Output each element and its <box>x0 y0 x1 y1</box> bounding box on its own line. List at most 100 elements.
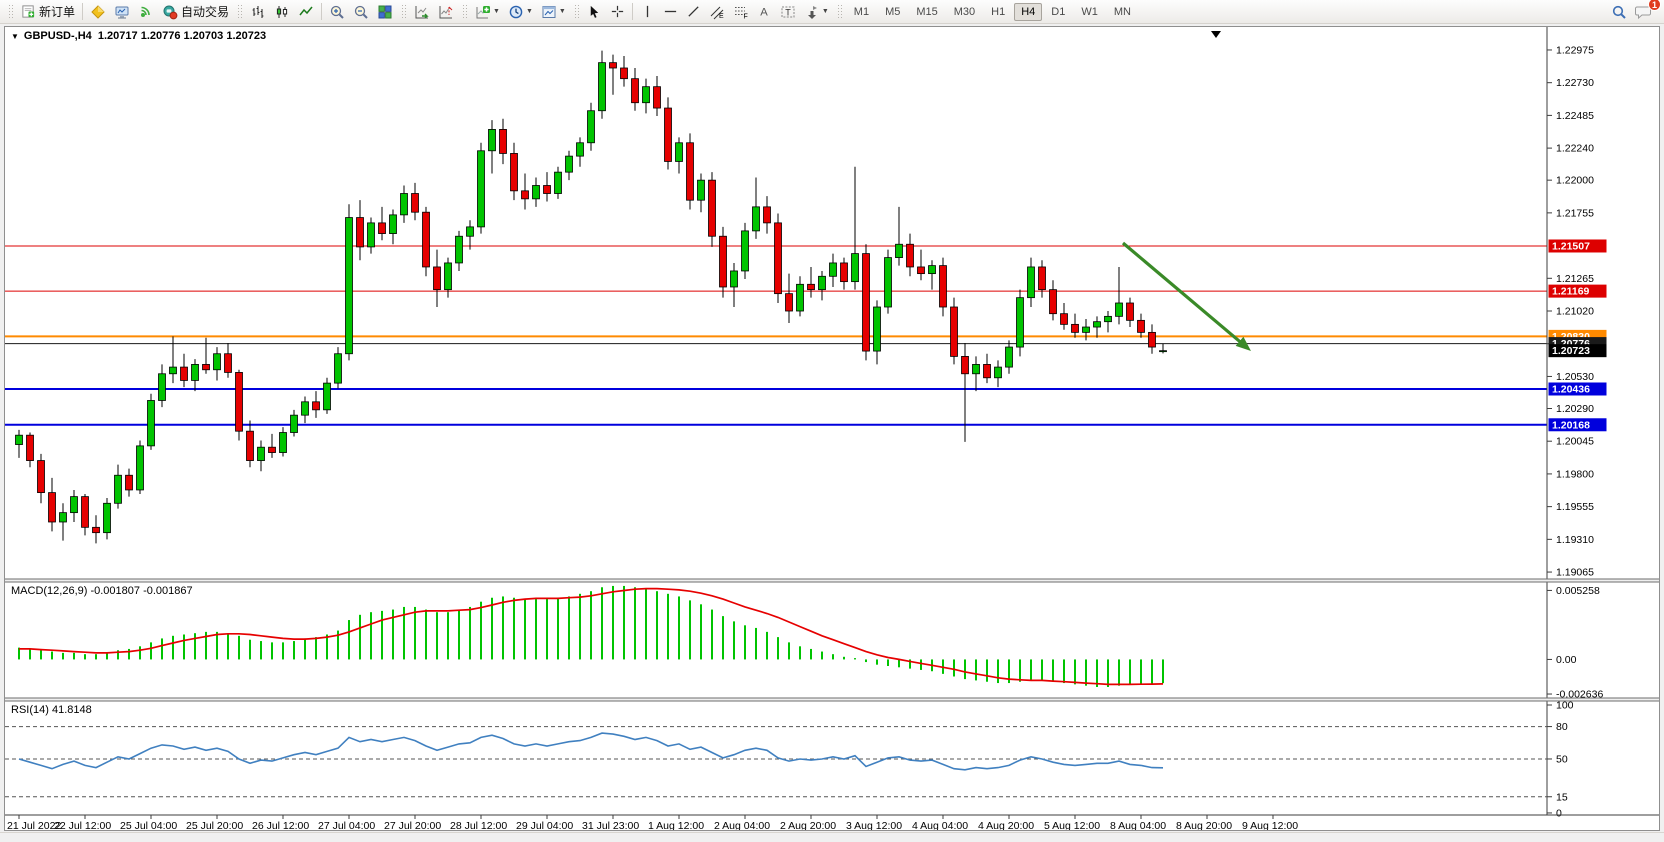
chart-shift-marker[interactable] <box>1211 31 1221 38</box>
arrow-shaft[interactable] <box>1121 241 1245 346</box>
fibonacci-button[interactable]: F <box>729 1 753 22</box>
bar-chart-icon <box>250 4 266 20</box>
crosshair-button[interactable] <box>606 1 629 22</box>
timeframe-m15-button[interactable]: M15 <box>916 5 938 18</box>
toolbar-grip[interactable] <box>573 3 579 20</box>
candle-body <box>235 372 243 432</box>
candle-body <box>785 293 793 312</box>
macd-histogram-bar <box>590 591 592 660</box>
text-button[interactable]: A <box>753 1 776 22</box>
auto-scroll-button[interactable] <box>410 1 434 22</box>
macd-histogram-bar <box>18 647 20 660</box>
pane-splitter[interactable] <box>5 698 1659 701</box>
line-chart-button[interactable] <box>294 1 318 22</box>
candle-body <box>257 446 265 461</box>
toolbar-separator <box>321 3 323 20</box>
candlestick-chart-button[interactable] <box>270 1 294 22</box>
arrow-head[interactable] <box>1235 336 1251 351</box>
macd-histogram-bar <box>854 658 856 660</box>
auto-trading-button[interactable]: 自动交易 <box>158 1 233 22</box>
timeframe-m1-button[interactable]: M1 <box>853 5 870 18</box>
macd-histogram-bar <box>502 596 504 660</box>
chart-canvas[interactable]: 1.22975 1.22730 1.22485 1.22240 1.22000 1.217… <box>5 27 1659 830</box>
indicators-button[interactable]: ▼ <box>471 1 504 22</box>
candle-body <box>873 306 881 352</box>
candle-body <box>147 400 155 447</box>
toolbar-grip[interactable] <box>8 3 13 20</box>
arrows-button[interactable]: ▼ <box>800 1 833 22</box>
macd-histogram-bar <box>1107 659 1109 687</box>
timeframe-h4-button[interactable]: H4 <box>1014 2 1043 21</box>
macd-histogram-bar <box>656 591 658 660</box>
timeframe-m5-button[interactable]: M5 <box>885 5 901 18</box>
macd-histogram-bar <box>260 641 262 660</box>
timeframe-h1-button[interactable]: H1 <box>991 5 1006 18</box>
horizontal-line-button[interactable] <box>659 1 682 22</box>
chart-window[interactable]: 1.22975 1.22730 1.22485 1.22240 1.22000 1.217… <box>4 26 1660 831</box>
chart-shift-button[interactable] <box>434 1 458 22</box>
timeframe-mn-button[interactable]: MN <box>1113 5 1131 18</box>
candle-body <box>345 217 353 355</box>
candle-body <box>246 430 254 461</box>
macd-histogram-bar <box>1085 659 1087 686</box>
macd-histogram-bar <box>216 631 218 660</box>
arrow-annotation[interactable] <box>1121 241 1251 351</box>
svg-text:E: E <box>719 13 724 20</box>
candle-body <box>136 445 144 491</box>
periods-button[interactable]: ▼ <box>504 1 537 22</box>
signal-button[interactable] <box>134 1 158 22</box>
macd-histogram-bar <box>1063 659 1065 684</box>
pane-splitter[interactable] <box>5 579 1659 582</box>
timeframe-m30-button[interactable]: M30 <box>953 5 976 18</box>
new-order-button[interactable]: 新订单 <box>17 1 79 22</box>
toolbar-grip[interactable] <box>836 3 842 20</box>
tile-windows-button[interactable] <box>373 1 397 22</box>
candle-body <box>851 253 859 283</box>
candle-body <box>1115 302 1123 317</box>
crosshair-icon <box>610 4 625 19</box>
candle-body <box>708 179 716 237</box>
candle-body <box>224 353 232 373</box>
timeframe-d1-button[interactable]: D1 <box>1051 5 1066 18</box>
equidistant-channel-button[interactable]: E <box>705 1 729 22</box>
candle-body <box>356 217 364 248</box>
timeframe-w1-button[interactable]: W1 <box>1081 5 1098 18</box>
bar-chart-button[interactable] <box>246 1 270 22</box>
candle-body <box>697 179 705 201</box>
vertical-line-button[interactable] <box>636 1 659 22</box>
price-line-label-text: 1.21169 <box>1552 286 1590 298</box>
chevron-down-icon: ▼ <box>821 8 829 15</box>
candle-body <box>400 193 408 216</box>
toolbar-grip[interactable] <box>462 3 468 20</box>
metaeditor-button[interactable] <box>86 1 110 22</box>
candle-body <box>620 67 628 80</box>
macd-histogram-bar <box>799 646 801 660</box>
svg-text:A: A <box>760 7 768 19</box>
macd-histogram-bar <box>183 634 185 660</box>
trendline-button[interactable] <box>682 1 705 22</box>
toolbar-grip[interactable] <box>401 3 407 20</box>
search-button[interactable] <box>1607 1 1631 22</box>
terminal-button[interactable] <box>110 1 134 22</box>
macd-histogram-bar <box>337 630 339 660</box>
macd-histogram-bar <box>1151 659 1153 684</box>
macd-histogram-bar <box>975 659 977 681</box>
candle-body <box>1005 346 1013 368</box>
text-label-button[interactable]: T <box>776 1 800 22</box>
candle-body <box>829 262 837 277</box>
chart-expand-icon[interactable]: ▼ <box>11 31 19 41</box>
candle-body <box>796 283 804 312</box>
vertical-line-icon <box>640 4 655 19</box>
price-axis[interactable]: 1.22975 1.22730 1.22485 1.22240 1.22000 1.217… <box>1546 27 1607 815</box>
candle-body <box>895 243 903 259</box>
macd-histogram-bar <box>601 587 603 660</box>
candle-body <box>433 266 441 291</box>
cursor-button[interactable] <box>583 1 606 22</box>
chat-button[interactable]: 1 <box>1631 0 1661 22</box>
templates-button[interactable]: ▼ <box>537 1 570 22</box>
zoom-out-button[interactable] <box>349 1 373 22</box>
zoom-in-button[interactable] <box>325 1 349 22</box>
toolbar-grip[interactable] <box>237 3 243 20</box>
macd-histogram-bar <box>139 646 141 660</box>
